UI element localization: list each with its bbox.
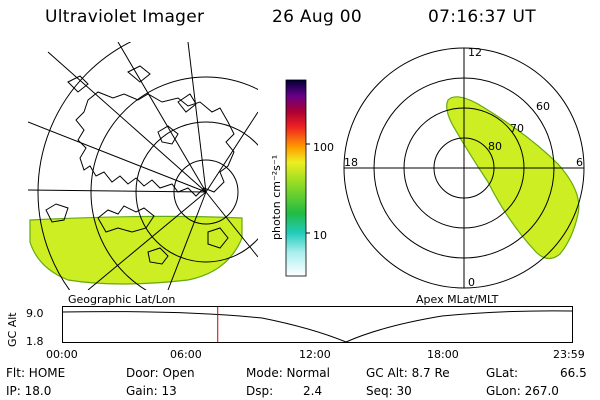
timeline-xtick-1200: 12:00	[299, 348, 331, 361]
status-dsp-label: Dsp:	[246, 384, 274, 398]
timeline-xtick-0600: 06:00	[170, 348, 202, 361]
status-flt: Flt: HOME	[6, 366, 66, 380]
status-door: Door: Open	[126, 366, 195, 380]
status-glon: GLon: 267.0	[486, 384, 559, 398]
date-display: 26 Aug 00	[272, 7, 362, 27]
status-glat-label: GLat:	[486, 366, 519, 380]
geographic-map	[28, 42, 258, 290]
status-gc-alt: GC Alt: 8.7 Re	[366, 366, 450, 380]
timeline-ytick-min: 1.8	[26, 335, 44, 348]
mlt-label-18: 18	[344, 156, 358, 169]
altitude-timeline	[62, 306, 573, 343]
status-gain: Gain: 13	[126, 384, 177, 398]
timeline-ytick-max: 9.0	[26, 307, 44, 320]
left-panel-caption: Geographic Lat/Lon	[68, 293, 176, 306]
lat-label-80: 80	[488, 140, 502, 153]
timeline-xtick-0000: 00:00	[46, 348, 78, 361]
colorbar-tick-10: 10	[313, 229, 327, 242]
lat-label-70: 70	[510, 122, 524, 135]
colorbar-tick-100: 100	[313, 141, 334, 154]
status-seq: Seq: 30	[366, 384, 412, 398]
polar-mlat-mlt-plot: 12 0 18 6 80 70 60	[343, 46, 585, 289]
app-title: Ultraviolet Imager	[45, 7, 205, 27]
status-mode: Mode: Normal	[246, 366, 330, 380]
color-scale-bar	[285, 79, 310, 277]
mlt-label-6: 6	[576, 156, 583, 169]
timeline-xtick-1800: 18:00	[427, 348, 459, 361]
colorbar-unit-label: photon cm⁻²s⁻¹	[270, 154, 283, 240]
status-dsp-value: 2.4	[303, 384, 323, 398]
status-ip: IP: 18.0	[6, 384, 52, 398]
right-panel-caption: Apex MLat/MLT	[416, 293, 499, 306]
time-display: 07:16:37 UT	[428, 7, 536, 27]
lat-label-60: 60	[536, 100, 550, 113]
timeline-xtick-2359: 23:59	[553, 348, 585, 361]
mlt-label-12: 12	[468, 46, 482, 59]
mlt-label-0: 0	[468, 276, 475, 289]
timeline-ylabel: GC Alt	[6, 312, 19, 347]
status-glat-value: 66.5	[560, 366, 587, 380]
